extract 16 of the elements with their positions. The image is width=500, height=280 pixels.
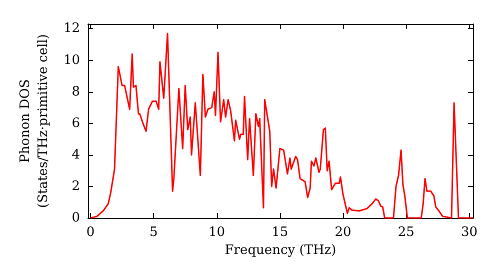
x-tick-label: 30 (460, 225, 478, 240)
x-tick-label: 15 (272, 225, 288, 240)
x-tick-label: 10 (208, 225, 226, 240)
y-tick-label: 0 (72, 210, 80, 226)
x-tick-label: 25 (398, 225, 414, 240)
x-tick-label: 5 (150, 225, 158, 240)
y-axis-title: Phonon DOS (States/THz·primitive cell) (18, 34, 52, 208)
x-tick-label: 0 (86, 225, 95, 240)
y-tick-label: 2 (72, 178, 80, 194)
y-tick-label: 12 (63, 21, 80, 36)
x-axis-title: Frequency (THz) (224, 242, 336, 258)
y-tick-label: 8 (72, 84, 80, 100)
x-tick-label: 20 (334, 225, 352, 240)
y-tick-label: 6 (72, 116, 80, 131)
y-tick-label: 10 (63, 52, 80, 68)
y-tick-label: 4 (72, 147, 80, 162)
